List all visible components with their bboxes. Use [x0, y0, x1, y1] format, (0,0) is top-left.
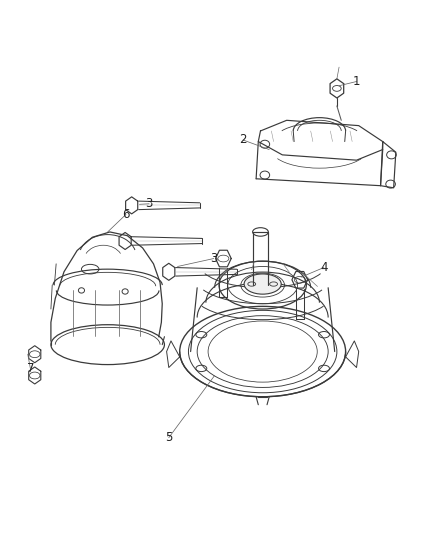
Ellipse shape	[244, 274, 281, 294]
Text: 1: 1	[353, 75, 360, 88]
Text: 4: 4	[320, 261, 328, 274]
Text: 3: 3	[145, 197, 153, 211]
Text: 2: 2	[239, 133, 247, 147]
Text: 5: 5	[165, 431, 173, 444]
Text: 7: 7	[27, 362, 34, 375]
Text: 3: 3	[210, 252, 217, 265]
Text: 6: 6	[122, 208, 130, 221]
